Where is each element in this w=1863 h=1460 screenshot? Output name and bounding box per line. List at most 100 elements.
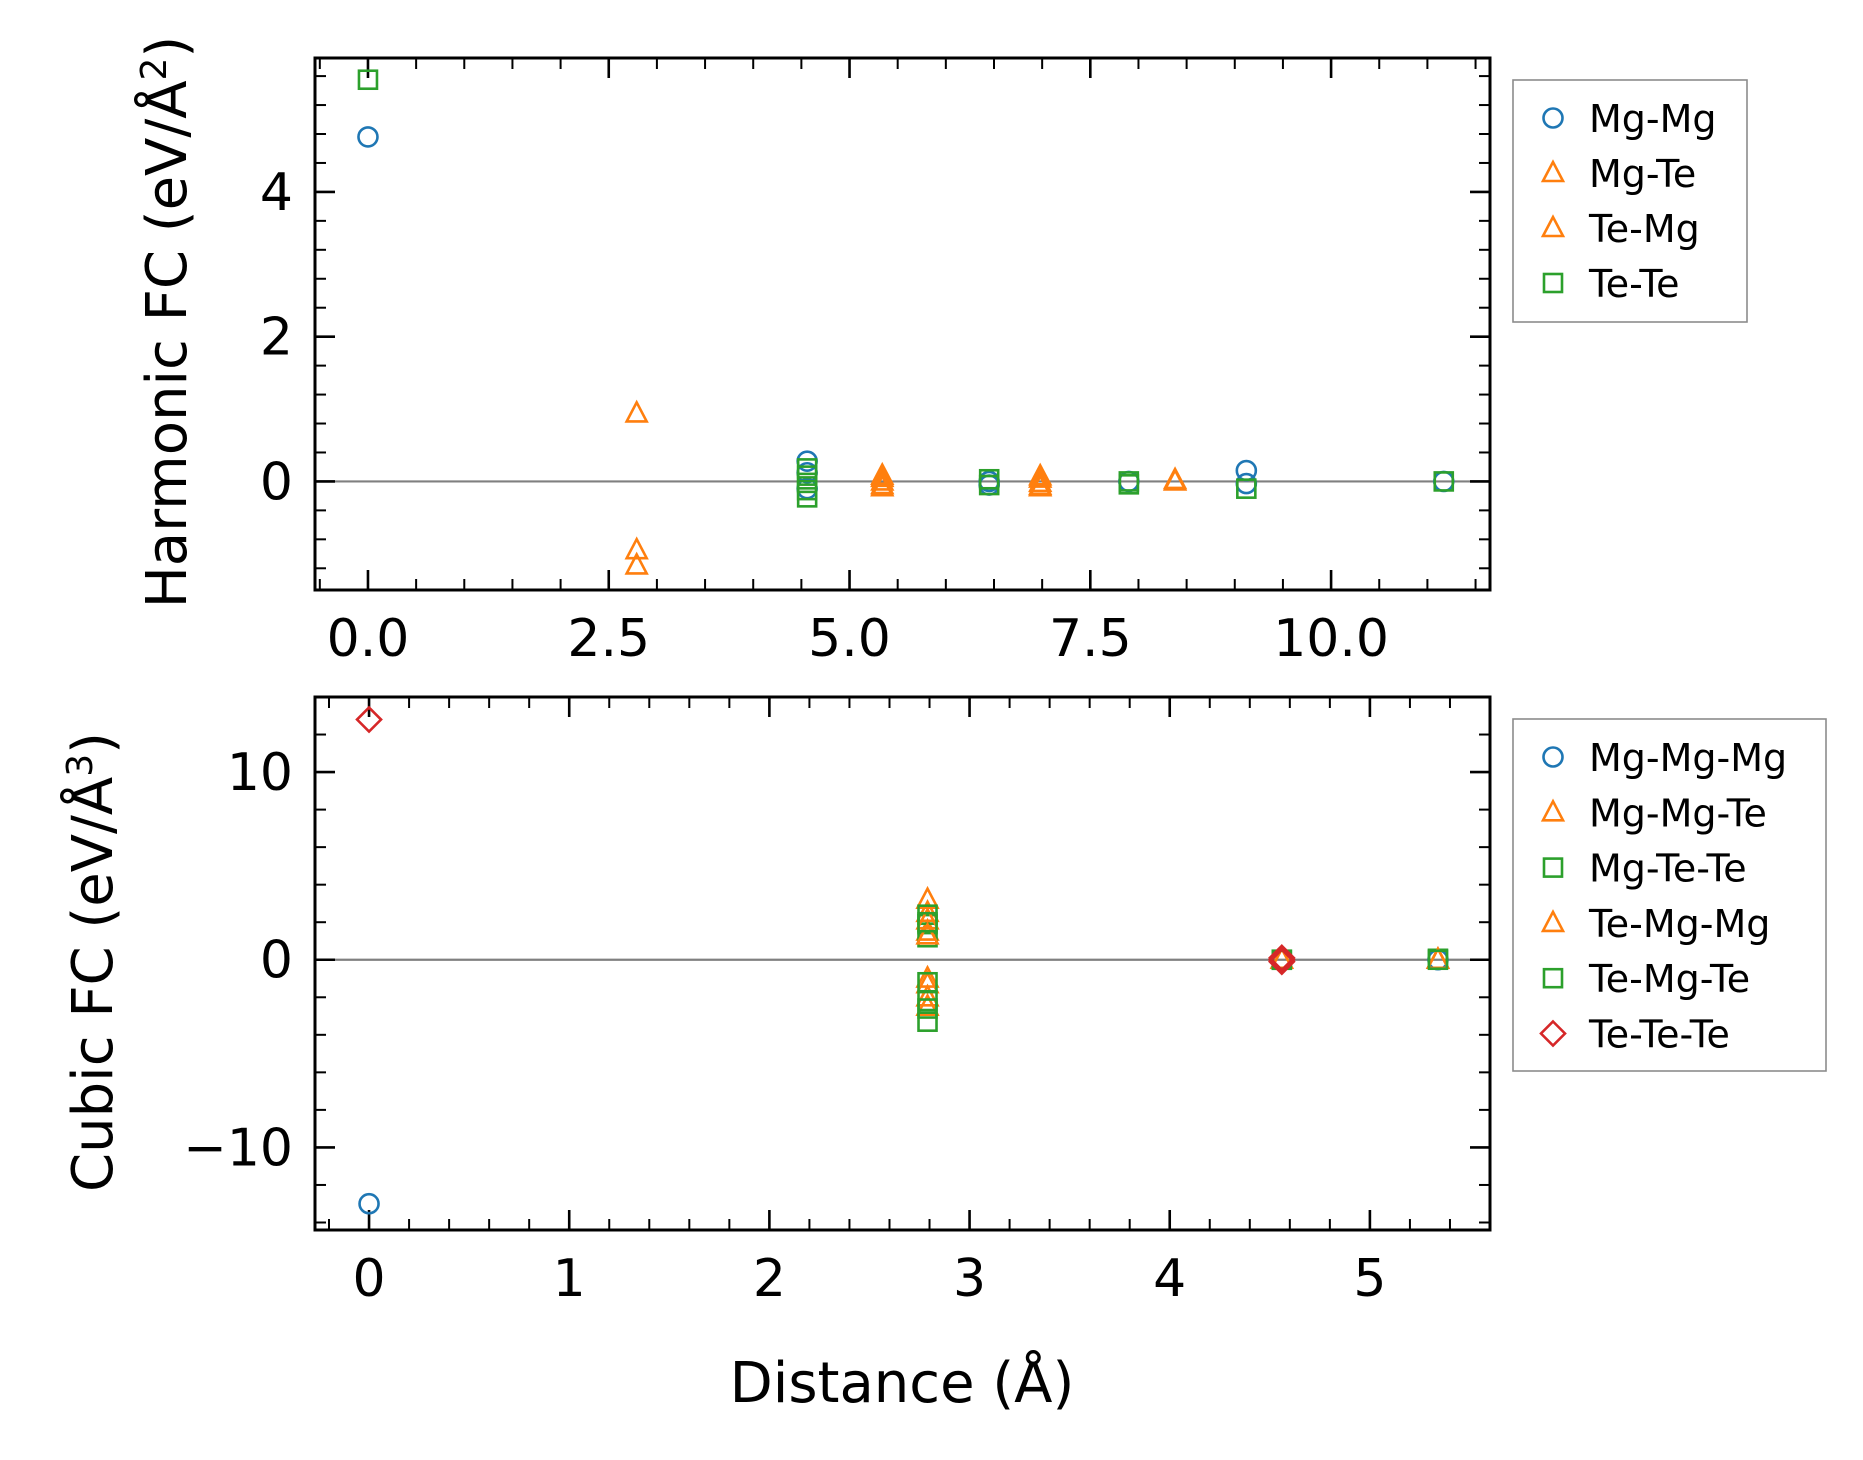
cubic-y-tick-label: 0	[260, 931, 293, 991]
cubic-point-te-mg-mg	[915, 921, 940, 945]
cubic-point-te-mg-mg	[915, 906, 940, 930]
harmonic-legend-label: Mg-Mg	[1589, 97, 1717, 141]
harmonic-legend-marker-mg-mg	[1542, 107, 1564, 129]
cubic-series-te-mg-mg	[915, 906, 1451, 988]
cubic-series-te-mg-te	[917, 911, 1449, 1019]
cubic-point-te-mg-te	[1427, 949, 1449, 971]
cubic-data-points	[355, 705, 1451, 1215]
cubic-ticks	[315, 696, 1491, 1230]
harmonic-tick-labels: 0.0 2.5 5.0 7.5 10.0 0 2 4	[260, 163, 1389, 669]
cubic-legend-item-mg-mg-te: Mg-Mg-Te	[1540, 791, 1767, 835]
harmonic-legend-item-mg-mg: Mg-Mg	[1542, 97, 1717, 141]
cubic-legend-marker-te-mg-mg	[1540, 909, 1566, 933]
harmonic-point-mg-te	[1028, 469, 1053, 493]
cubic-point-te-te-te	[1267, 945, 1296, 974]
cubic-legend-label: Te-Mg-Mg	[1588, 902, 1770, 946]
cubic-y-tick-label: −10	[183, 1118, 293, 1178]
harmonic-point-te-te	[1433, 471, 1455, 492]
harmonic-y-tick-label: 0	[260, 452, 293, 512]
harmonic-legend-label: Te-Mg	[1588, 207, 1700, 251]
cubic-x-tick-label: 4	[1153, 1249, 1186, 1309]
harmonic-point-te-mg	[1028, 464, 1053, 488]
cubic-legend-item-te-te-te: Te-Te-Te	[1539, 1013, 1730, 1057]
harmonic-x-tick-label: 0.0	[327, 609, 410, 669]
harmonic-y-tick-label: 2	[260, 308, 293, 368]
cubic-legend-marker-mg-mg-te	[1540, 798, 1566, 822]
cubic-y-label-main: Cubic FC (eV/Å	[60, 777, 126, 1192]
harmonic-x-tick-label: 2.5	[567, 609, 650, 669]
harmonic-point-te-te	[1118, 474, 1140, 495]
cubic-legend: Mg-Mg-Mg Mg-Mg-Te Mg-Te-Te Te-Mg-Mg Te-Mg-Te…	[1512, 718, 1827, 1072]
harmonic-point-te-mg	[1162, 466, 1188, 490]
cubic-series-mg-mg-mg	[358, 948, 1449, 1215]
cubic-legend-item-te-mg-mg: Te-Mg-Mg	[1540, 902, 1770, 946]
harmonic-point-te-mg	[870, 471, 895, 495]
cubic-x-tick-label: 5	[1353, 1249, 1386, 1309]
cubic-series-mg-mg-te	[915, 885, 1451, 1016]
cubic-y-axis-label: Cubic FC (eV/Å3)	[60, 732, 127, 1192]
cubic-point-te-mg-te	[917, 911, 938, 933]
harmonic-y-label-sup: 2	[134, 58, 175, 81]
harmonic-series-te-mg	[870, 464, 1188, 496]
cubic-legend-marker-te-te-te	[1539, 1019, 1567, 1048]
cubic-x-tick-label: 0	[352, 1249, 385, 1309]
harmonic-point-te-mg	[1028, 471, 1053, 496]
harmonic-y-axis-label: Harmonic FC (eV/Å2)	[134, 36, 201, 609]
cubic-legend-marker-te-mg-te	[1542, 967, 1564, 989]
harmonic-legend-item-mg-te: Mg-Te	[1540, 152, 1696, 196]
harmonic-point-te-mg	[870, 464, 895, 488]
cubic-series-mg-te-te	[917, 904, 1449, 1032]
cubic-point-te-te-te	[355, 705, 383, 734]
cubic-point-mg-te-te	[917, 1011, 938, 1032]
cubic-fc-panel: 0 1 2 3 4 5 −10 0 10 Cubic FC (eV/Å3) Distance (…	[60, 695, 1827, 1416]
harmonic-point-te-te	[796, 487, 818, 508]
harmonic-y-label-close: )	[135, 36, 200, 58]
cubic-point-te-mg-mg	[915, 964, 940, 988]
harmonic-point-mg-te	[624, 399, 649, 423]
cubic-x-tick-label: 2	[753, 1249, 786, 1309]
cubic-legend-label: Te-Te-Te	[1588, 1013, 1730, 1057]
harmonic-point-mg-te	[624, 551, 649, 575]
cubic-legend-box	[1512, 718, 1827, 1072]
cubic-point-te-te-te	[1267, 947, 1296, 976]
harmonic-series-mg-mg	[357, 126, 1455, 500]
harmonic-series-mg-te	[624, 399, 1188, 575]
harmonic-point-te-te	[357, 69, 379, 91]
harmonic-legend-marker-te-mg	[1540, 214, 1566, 238]
harmonic-legend-label: Mg-Te	[1589, 152, 1696, 196]
harmonic-legend-item-te-mg: Te-Mg	[1540, 207, 1700, 251]
harmonic-legend-item-te-te: Te-Te	[1542, 262, 1680, 306]
cubic-point-te-te-te	[1267, 944, 1296, 972]
cubic-point-mg-mg-te	[915, 983, 940, 1007]
harmonic-point-te-te	[1236, 478, 1257, 499]
cubic-x-tick-label: 1	[553, 1249, 586, 1309]
harmonic-y-tick-label: 4	[260, 163, 293, 223]
x-axis-label: Distance (Å)	[730, 1350, 1075, 1416]
harmonic-series-te-te	[357, 69, 1455, 508]
cubic-legend-marker-mg-te-te	[1542, 857, 1564, 878]
cubic-y-label-close: )	[61, 732, 126, 754]
harmonic-ticks	[315, 58, 1490, 590]
cubic-plot-frame	[313, 695, 1492, 1232]
cubic-y-tick-label: 10	[227, 743, 293, 803]
harmonic-legend-box	[1512, 79, 1748, 323]
cubic-legend-item-mg-te-te: Mg-Te-Te	[1542, 847, 1747, 891]
harmonic-point-te-te	[978, 474, 1000, 496]
cubic-point-mg-mg-te	[915, 992, 940, 1016]
cubic-point-mg-mg-mg	[358, 1192, 380, 1215]
harmonic-legend-marker-mg-te	[1540, 159, 1566, 183]
cubic-legend-label: Mg-Te-Te	[1589, 847, 1747, 891]
cubic-legend-item-mg-mg-mg: Mg-Mg-Mg	[1542, 736, 1787, 780]
harmonic-point-mg-mg	[357, 126, 379, 148]
cubic-point-te-mg-te	[917, 971, 938, 993]
cubic-legend-item-te-mg-te: Te-Mg-Te	[1542, 957, 1750, 1001]
cubic-y-label-sup: 3	[60, 754, 101, 777]
cubic-legend-label: Mg-Mg-Te	[1589, 791, 1767, 835]
harmonic-plot-frame	[313, 56, 1492, 592]
harmonic-x-tick-label: 5.0	[808, 609, 891, 669]
harmonic-x-tick-label: 7.5	[1049, 609, 1132, 669]
harmonic-point-mg-te	[624, 536, 649, 560]
cubic-series-te-te-te	[355, 705, 1296, 976]
